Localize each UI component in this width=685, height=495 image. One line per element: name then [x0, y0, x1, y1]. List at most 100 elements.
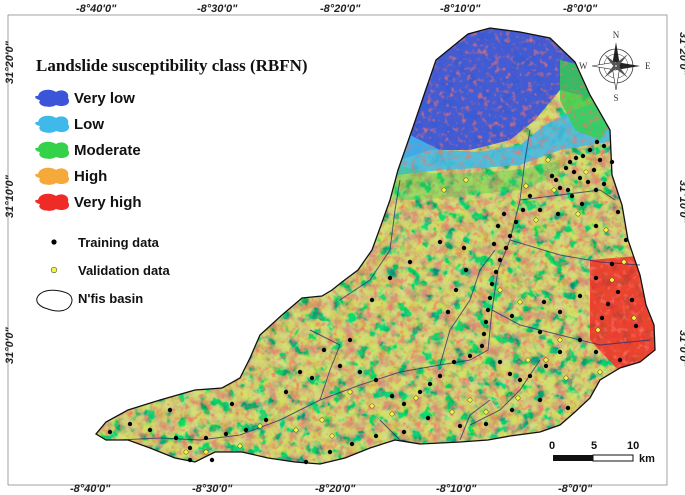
training-point	[485, 307, 491, 313]
validation-point	[497, 287, 503, 293]
scale-tick-5: 5	[591, 440, 597, 452]
training-point	[577, 293, 583, 299]
validation-point	[203, 449, 209, 455]
training-point	[445, 309, 451, 315]
training-point	[501, 211, 507, 217]
training-point	[580, 153, 586, 159]
training-point	[593, 187, 599, 193]
training-symbol	[51, 239, 57, 245]
training-point	[147, 427, 153, 433]
legend-swatch-high	[35, 167, 70, 185]
compass-n: N	[613, 30, 620, 40]
legend-swatch-very-high	[35, 193, 70, 211]
validation-point	[463, 177, 469, 183]
map-frame	[7, 14, 668, 486]
validation-point	[631, 315, 637, 321]
training-point	[609, 159, 615, 165]
training-point	[309, 375, 315, 381]
training-point	[229, 401, 235, 407]
validation-point	[183, 449, 189, 455]
validation-point	[551, 187, 557, 193]
validation-point	[545, 157, 551, 163]
training-point	[373, 433, 379, 439]
training-point	[553, 177, 559, 183]
training-point	[223, 431, 229, 437]
legend-label-low: Low	[74, 116, 104, 133]
training-point	[387, 275, 393, 281]
training-point	[479, 343, 485, 349]
training-point	[615, 289, 621, 295]
legend-classes: Very low Low Moderate High Very high	[35, 89, 142, 211]
training-point	[565, 405, 571, 411]
training-point	[537, 397, 543, 403]
training-point	[209, 457, 215, 463]
validation-point	[319, 417, 325, 423]
training-point	[349, 441, 355, 447]
training-point	[437, 239, 443, 245]
training-points	[107, 139, 639, 465]
training-point	[107, 429, 113, 435]
training-point	[497, 257, 503, 263]
left-latitude-labels: 31°20'0" 31°10'0" 31°0'0"	[4, 40, 16, 364]
validation-point	[369, 403, 375, 409]
training-point	[389, 393, 395, 399]
training-point	[517, 377, 523, 383]
training-point	[513, 219, 519, 225]
validation-point	[293, 427, 299, 433]
training-point	[283, 389, 289, 395]
training-point	[417, 389, 423, 395]
validation-point	[347, 389, 353, 395]
validation-point	[533, 217, 539, 223]
training-point	[347, 337, 353, 343]
legend-label-high: High	[74, 168, 107, 185]
training-point	[303, 459, 309, 465]
validation-point	[575, 211, 581, 217]
legend-basin-label: N'fis basin	[78, 291, 143, 306]
tick-lat-right-1: 31°20'0"	[677, 32, 685, 76]
tick-lat-right-2: 31°10'0"	[677, 180, 685, 224]
tick-lon-bottom-5: -8°0'0"	[558, 483, 593, 495]
training-point	[573, 155, 579, 161]
validation-point	[329, 433, 335, 439]
training-point	[593, 223, 599, 229]
validation-symbol	[50, 266, 58, 274]
training-point	[527, 193, 533, 199]
legend-swatch-moderate	[35, 141, 70, 159]
training-point	[263, 417, 269, 423]
tick-lon-bottom-3: -8°20'0"	[315, 483, 356, 495]
training-point	[601, 143, 607, 149]
training-point	[591, 167, 597, 173]
training-point	[520, 207, 526, 213]
training-point	[495, 223, 501, 229]
training-point	[507, 371, 513, 377]
training-point	[527, 373, 533, 379]
training-point	[593, 275, 599, 281]
training-point	[623, 237, 629, 243]
tick-lat-left-3: 31°0'0"	[4, 327, 16, 364]
tick-lon-top-5: -8°0'0"	[563, 3, 598, 15]
tick-lat-left-1: 31°20'0"	[4, 40, 16, 84]
training-point	[543, 363, 549, 369]
scale-unit: km	[639, 453, 655, 465]
validation-point	[621, 259, 627, 265]
training-point	[585, 179, 591, 185]
validation-point	[523, 183, 529, 189]
tick-lon-bottom-2: -8°30'0"	[192, 483, 233, 495]
training-point	[615, 209, 621, 215]
training-point	[167, 407, 173, 413]
scale-bar: 0 5 10 km	[549, 440, 655, 465]
tick-lat-left-2: 31°10'0"	[4, 174, 16, 218]
basin-symbol	[36, 289, 73, 312]
training-point	[594, 139, 600, 145]
training-point	[565, 187, 571, 193]
top-longitude-labels: -8°40'0" -8°30'0" -8°20'0" -8°10'0" -8°0…	[76, 3, 598, 15]
validation-point	[237, 443, 243, 449]
training-point	[577, 175, 583, 181]
training-point	[425, 415, 431, 421]
training-point	[453, 287, 459, 293]
validation-point	[583, 169, 589, 175]
training-point	[629, 297, 635, 303]
training-point	[337, 363, 343, 369]
scale-tick-0: 0	[549, 440, 555, 452]
